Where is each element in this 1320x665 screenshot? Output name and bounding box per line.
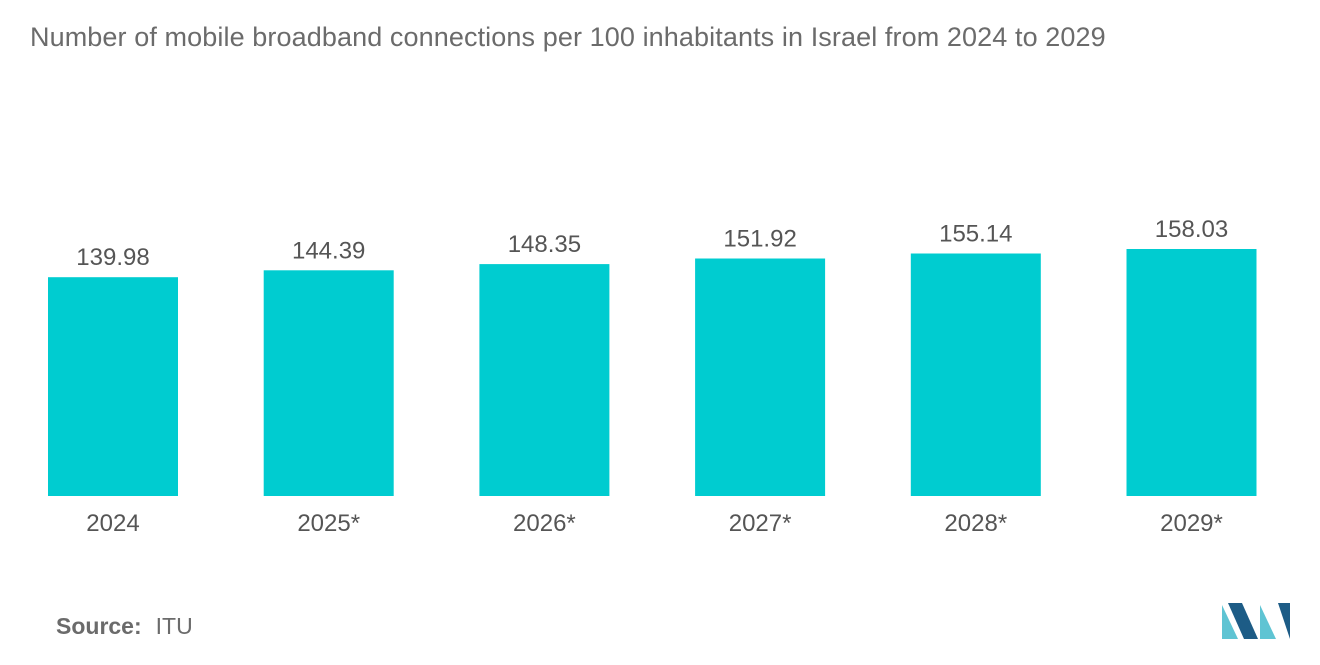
data-label-2026*: 148.35 [508,231,581,258]
x-tick-label-2029*: 2029* [1160,510,1223,537]
chart-title: Number of mobile broadband connections p… [30,22,1106,52]
bar-2024 [48,277,178,496]
source-value: ITU [155,613,193,639]
company-logo-icon [1222,603,1290,639]
bar-2025* [263,270,394,496]
bar-2028* [910,253,1041,496]
data-label-2028*: 155.14 [939,221,1012,248]
source-line: Source: ITU [56,613,193,640]
bar-chart: 139.98 2024 144.39 2025* 148.35 2026* 151.92 20… [48,216,1257,537]
x-tick-label-2025*: 2025* [297,510,360,537]
x-tick-label-2027*: 2027* [729,510,792,537]
bar-2026* [479,264,610,496]
bar-2027* [695,258,826,496]
data-label-2027*: 151.92 [723,226,796,253]
data-label-2029*: 158.03 [1155,216,1228,243]
data-label-2024: 139.98 [76,244,149,271]
x-tick-label-2024: 2024 [86,510,139,537]
bar-2029* [1126,249,1257,496]
source-label: Source: [56,613,142,639]
x-tick-label-2028*: 2028* [944,510,1007,537]
data-label-2025*: 144.39 [292,237,365,264]
x-tick-label-2026*: 2026* [513,510,576,537]
